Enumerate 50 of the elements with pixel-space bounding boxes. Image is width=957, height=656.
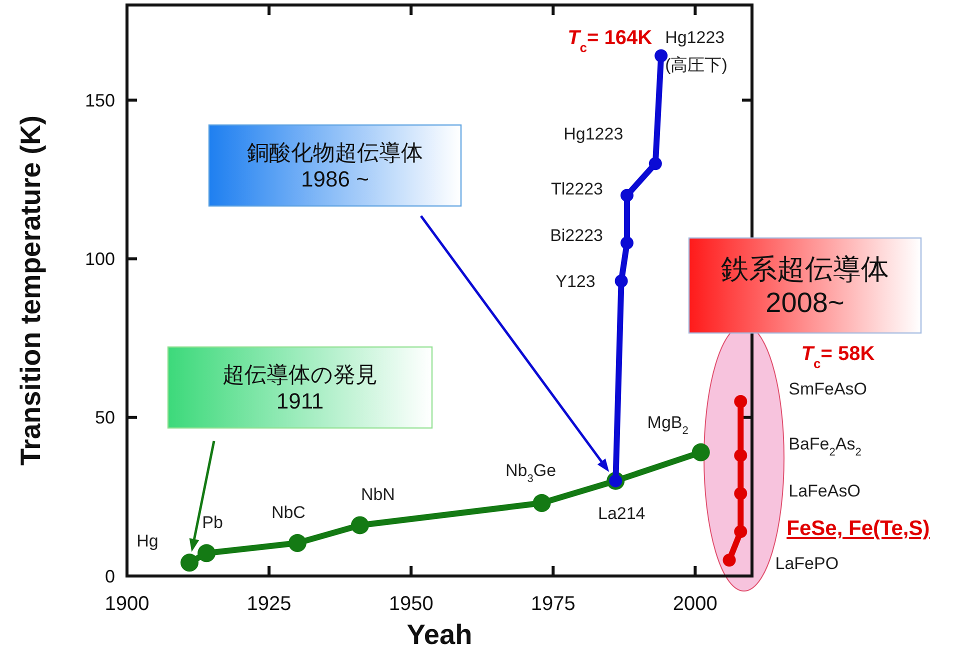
point xyxy=(734,525,748,538)
annotation: NbC xyxy=(271,502,306,522)
annotation: 銅酸化物超伝導体 1986 ~ xyxy=(247,140,423,192)
point xyxy=(180,554,198,572)
annotation: Bi2223 xyxy=(550,226,603,245)
point xyxy=(532,494,551,512)
annotation: Hg1223 xyxy=(564,124,624,144)
point xyxy=(722,554,736,567)
annotation: T$_{c}$= 58K xyxy=(801,343,875,370)
x-tick-label: 1950 xyxy=(388,593,434,615)
y-tick-label: 50 xyxy=(94,408,115,428)
point xyxy=(734,487,748,500)
annotation: Pb xyxy=(202,513,223,532)
annotation: BaFe$_{2}$As$_{2}$ xyxy=(788,434,862,458)
x-tick-label: 1975 xyxy=(530,593,576,615)
annotation: Tl2223 xyxy=(551,179,603,198)
x-tick-label: 1900 xyxy=(104,593,150,615)
point xyxy=(198,544,216,562)
point xyxy=(654,49,668,62)
point xyxy=(620,188,634,202)
point xyxy=(350,516,369,534)
point xyxy=(692,443,710,462)
annotation: SmFeAsO xyxy=(788,379,868,398)
annotation: NbN xyxy=(360,485,395,504)
annotation: LaFeAsO xyxy=(788,481,860,500)
annotation: MgB$_{2}$ xyxy=(647,413,688,438)
annotation: 鉄系超伝導体 2008~ xyxy=(721,254,889,318)
y-axis-title: Transition temperature (K) xyxy=(14,115,46,466)
point xyxy=(620,236,634,250)
point xyxy=(734,448,748,462)
annotation: Hg1223 (高圧下) xyxy=(665,28,728,74)
annotation: LaFePO xyxy=(775,554,839,574)
x-tick-label: 1925 xyxy=(246,593,292,615)
point xyxy=(288,534,306,552)
point xyxy=(734,395,748,408)
y-tick-label: 0 xyxy=(104,566,115,586)
y-tick-label: 100 xyxy=(84,249,115,270)
annotation: T$_{c}$= 164K xyxy=(568,26,652,54)
annotation: Hg xyxy=(136,532,158,551)
annotation: La214 xyxy=(598,504,646,523)
annotation: Nb$_{3}$Ge xyxy=(505,461,556,485)
annotation: 鉄系超伝導体 2008~ xyxy=(688,237,922,334)
point xyxy=(648,157,662,170)
annotation: FeSe, Fe(Te,S) xyxy=(786,516,930,540)
annotation: Y123 xyxy=(556,272,596,291)
point xyxy=(614,274,628,288)
x-tick-label: 2000 xyxy=(672,593,718,615)
y-tick-label: 150 xyxy=(84,90,115,110)
x-axis-title: Yeah xyxy=(406,618,472,650)
annotation: 超伝導体の発見 1911 xyxy=(222,362,378,414)
